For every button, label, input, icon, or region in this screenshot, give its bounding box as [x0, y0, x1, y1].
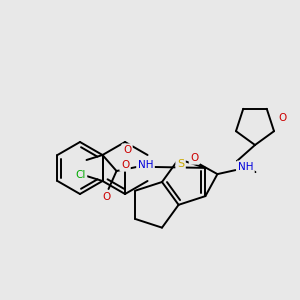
Text: O: O: [123, 145, 131, 155]
Text: NH: NH: [238, 162, 253, 172]
Text: Cl: Cl: [75, 170, 86, 180]
Text: O: O: [121, 160, 129, 170]
Text: O: O: [190, 153, 199, 163]
Text: NH: NH: [138, 160, 153, 170]
Text: S: S: [177, 159, 184, 169]
Text: O: O: [102, 192, 111, 202]
Text: O: O: [278, 113, 286, 123]
